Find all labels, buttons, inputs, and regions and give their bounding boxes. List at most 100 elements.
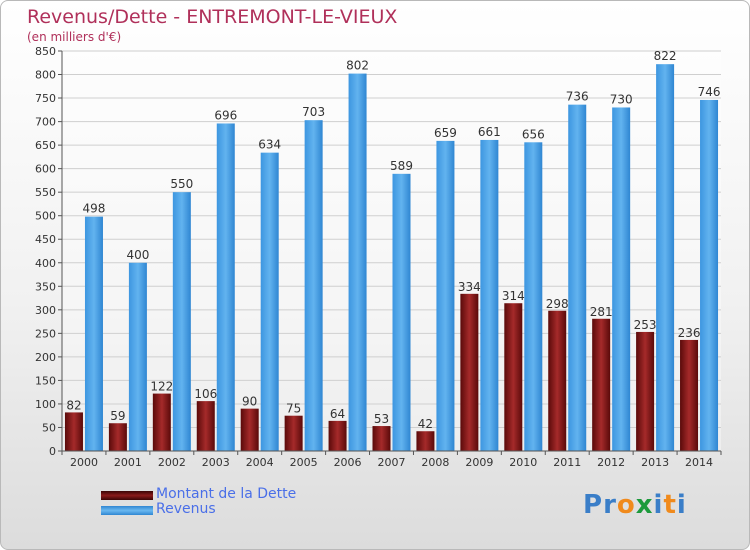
bar-revenus — [612, 107, 631, 452]
y-tick-label: 800 — [35, 69, 56, 82]
x-tick-label: 2003 — [202, 456, 230, 469]
bar-dette — [372, 426, 391, 451]
data-label-revenus: 634 — [258, 138, 281, 152]
y-tick-label: 600 — [35, 163, 56, 176]
bar-revenus — [84, 216, 103, 451]
data-label-revenus: 696 — [214, 108, 237, 122]
bar-revenus — [304, 120, 323, 452]
data-label-revenus: 661 — [478, 125, 501, 139]
data-label-dette: 236 — [678, 326, 701, 340]
bar-revenus — [436, 140, 455, 451]
data-label-dette: 314 — [502, 289, 525, 303]
logo-letter: i — [653, 490, 664, 520]
data-label-revenus: 822 — [654, 49, 677, 63]
bar-dette — [680, 339, 699, 451]
data-label-revenus: 656 — [522, 127, 545, 141]
data-label-revenus: 400 — [126, 248, 149, 262]
data-label-dette: 90 — [242, 395, 257, 409]
grid-layer — [62, 50, 721, 452]
bars-layer — [64, 64, 719, 452]
data-label-revenus: 589 — [390, 159, 413, 173]
y-tick-label: 150 — [35, 374, 56, 387]
data-label-dette: 281 — [590, 305, 613, 319]
y-tick-label: 100 — [35, 398, 56, 411]
data-label-revenus: 550 — [170, 177, 193, 191]
logo-letter: i — [676, 490, 687, 520]
legend-swatch-revenus — [101, 506, 153, 515]
logo-letter: r — [603, 490, 617, 520]
labels-layer: 82 498 59 400 122 550 106 696 90 634 75 703 64 802 53 5… — [66, 49, 720, 431]
data-label-revenus: 498 — [83, 202, 106, 216]
bar-dette — [64, 412, 83, 451]
bar-revenus — [260, 152, 279, 451]
bar-dette — [108, 423, 127, 451]
plot-area — [62, 51, 721, 451]
chart-title: Revenus/Dette - ENTREMONT-LE-VIEUX — [27, 6, 398, 28]
x-tick-label: 2004 — [246, 456, 274, 469]
chart-subtitle: (en milliers d'€) — [27, 30, 122, 44]
axes-layer: 0 50 100 150 200 250 300 350 400 450 500 550 600 650 7… — [35, 45, 722, 469]
y-tick-label: 550 — [35, 186, 56, 199]
x-tick-label: 2000 — [70, 456, 98, 469]
bar-revenus — [700, 99, 719, 452]
x-tick-label: 2014 — [685, 456, 713, 469]
x-tick-label: 2009 — [465, 456, 493, 469]
bar-revenus — [172, 192, 191, 452]
y-tick-label: 0 — [49, 445, 56, 458]
proxiti-logo: Proxiti — [583, 490, 687, 520]
bar-revenus — [128, 262, 147, 451]
data-label-revenus: 703 — [302, 105, 325, 119]
x-tick-label: 2005 — [290, 456, 318, 469]
data-label-dette: 122 — [150, 380, 173, 394]
data-label-revenus: 659 — [434, 126, 457, 140]
bar-revenus — [524, 142, 543, 451]
bar-dette — [592, 318, 611, 451]
x-tick-label: 2006 — [334, 456, 362, 469]
y-tick-label: 650 — [35, 139, 56, 152]
data-label-dette: 59 — [110, 409, 125, 423]
logo-letter: x — [635, 490, 654, 520]
bar-dette — [152, 393, 171, 451]
y-tick-label: 300 — [35, 304, 56, 317]
logo-letter: t — [663, 490, 677, 520]
bar-dette — [196, 401, 215, 451]
bar-dette — [328, 420, 347, 451]
data-label-dette: 42 — [418, 417, 433, 431]
y-tick-label: 700 — [35, 116, 56, 129]
data-label-dette: 75 — [286, 402, 301, 416]
bar-dette — [636, 331, 655, 451]
data-label-revenus: 730 — [610, 92, 633, 106]
bar-dette — [284, 415, 303, 451]
x-tick-label: 2013 — [641, 456, 669, 469]
legend-label-revenus: Revenus — [156, 501, 216, 517]
data-label-dette: 298 — [546, 297, 569, 311]
bar-dette — [416, 431, 435, 451]
x-tick-label: 2008 — [421, 456, 449, 469]
x-tick-label: 2011 — [553, 456, 581, 469]
bar-revenus — [480, 139, 499, 452]
bar-revenus — [656, 64, 675, 452]
y-tick-label: 50 — [42, 421, 56, 434]
data-label-dette: 64 — [330, 407, 345, 421]
y-tick-label: 250 — [35, 327, 56, 340]
y-tick-label: 450 — [35, 233, 56, 246]
bar-revenus — [216, 123, 235, 452]
y-tick-label: 350 — [35, 280, 56, 293]
x-tick-label: 2007 — [378, 456, 406, 469]
bar-revenus — [392, 173, 411, 451]
x-tick-label: 2001 — [114, 456, 142, 469]
data-label-dette: 106 — [194, 387, 217, 401]
data-label-dette: 253 — [634, 318, 657, 332]
bar-revenus — [348, 73, 367, 452]
data-label-revenus: 736 — [566, 90, 589, 104]
data-label-revenus: 746 — [698, 85, 721, 99]
y-tick-label: 400 — [35, 257, 56, 270]
data-label-revenus: 802 — [346, 59, 369, 73]
logo-letter: o — [616, 490, 636, 520]
bar-dette — [504, 303, 523, 451]
data-label-dette: 82 — [66, 398, 81, 412]
data-label-dette: 334 — [458, 280, 481, 294]
bar-dette — [548, 310, 567, 451]
